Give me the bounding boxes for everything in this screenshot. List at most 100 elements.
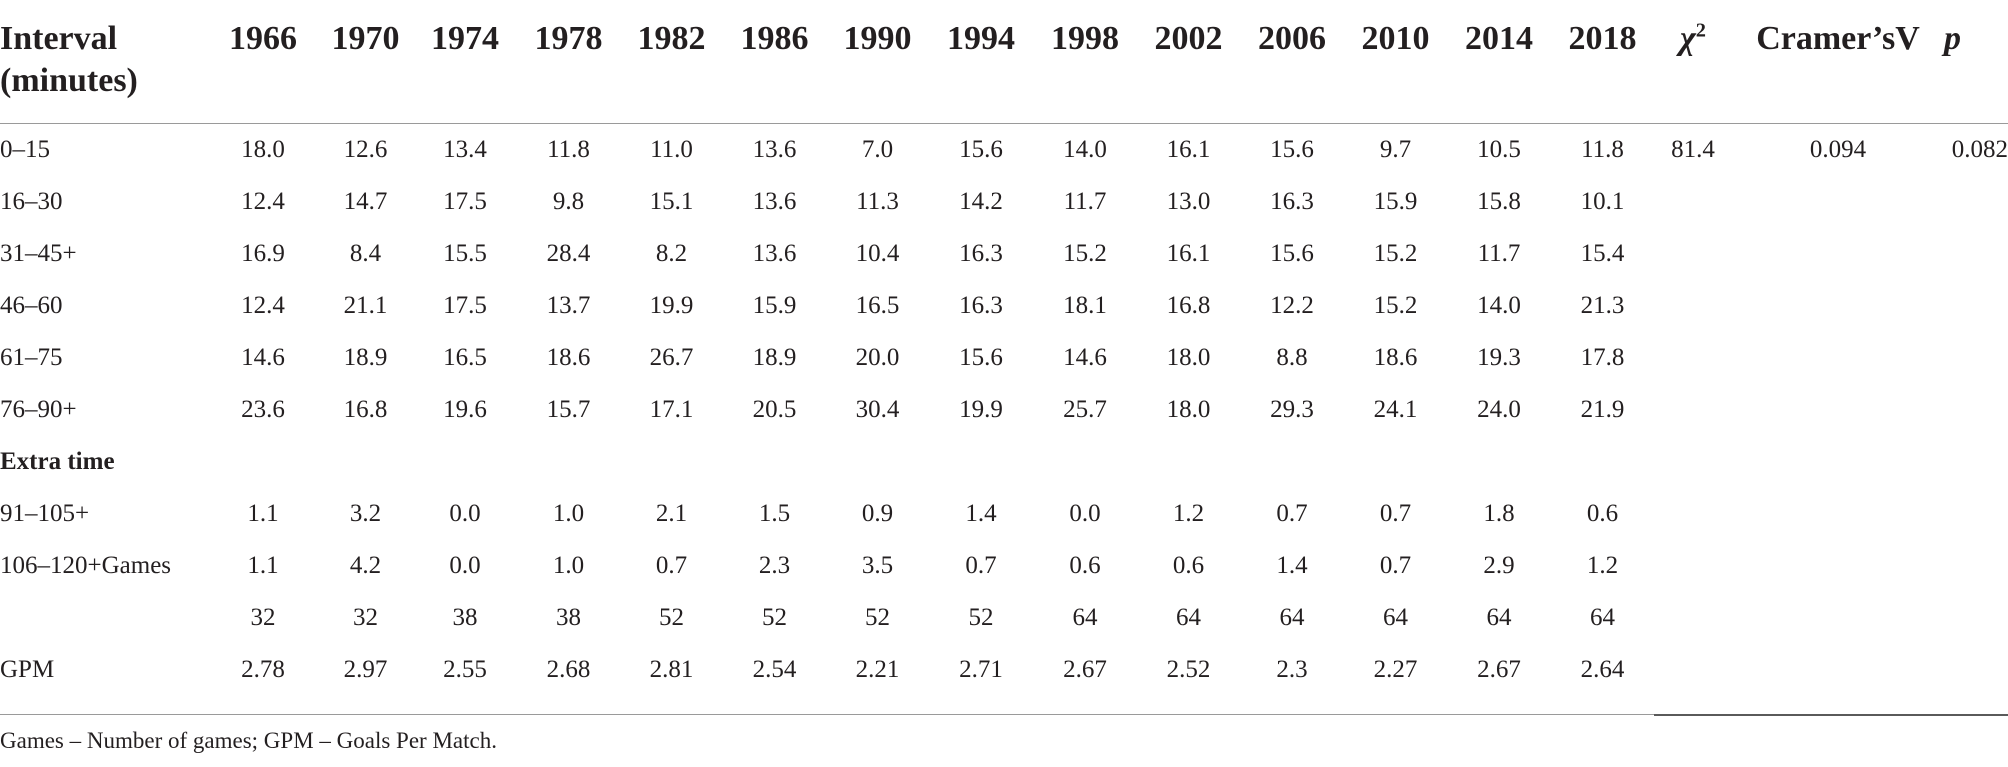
table-cell: 2.55 [443,655,487,683]
table-cell: 15.6 [1270,135,1314,163]
table-cell: 8.2 [655,239,688,267]
table-cell: 4.2 [349,551,382,579]
cramers-v-cell [1732,436,1944,488]
table-cell: 18.6 [1373,343,1418,371]
table-cell: 14.0 [1477,291,1521,319]
table-cell: 17.1 [649,395,694,423]
table-cell: 18.1 [1063,291,1107,319]
table-cell: 15.2 [1373,291,1418,319]
table-cell: 17.5 [443,291,487,319]
table-cell: 0.6 [1069,551,1101,579]
table-cell: 15.2 [1063,239,1107,267]
table-row: 61–75 14.6 18.9 16.5 18.6 26.7 18.9 20.0 15.6 14.… [0,332,2008,384]
row-label: 0–15 [0,135,50,163]
row-label: 106–120+Games [0,551,172,579]
table-cell: 13.6 [752,135,797,163]
table-cell: 13.6 [752,239,797,267]
table-cell: 18.0 [241,135,285,163]
table-cell: 18.9 [752,343,797,371]
chi-squared-cell [1654,280,1732,332]
table-cell: 2.97 [343,655,388,683]
table-cell: 16.9 [241,239,285,267]
table-cell: 19.6 [443,395,487,423]
table-cell: 0.0 [449,551,481,579]
table-cell: 16.1 [1166,135,1211,163]
table-cell: 2.64 [1580,655,1625,683]
row-label: Extra time [0,447,115,475]
table-cell: 2.3 [758,551,791,579]
table-cell: 11.0 [650,135,693,163]
table-cell: 2.67 [1063,655,1107,683]
table-cell: 2.1 [655,499,688,527]
table-cell: 15.1 [649,187,694,215]
table-cell: 1.0 [552,499,585,527]
table-cell: 1.4 [1276,551,1308,579]
table-cell: 17.8 [1580,343,1625,371]
table-cell: 24.1 [1373,395,1418,423]
table-cell: 64 [1486,603,1512,631]
header-year: 2010 [1361,20,1430,57]
table-cell: 2.71 [959,655,1003,683]
table-cell: 64 [1072,603,1098,631]
table-cell: 20.5 [752,395,797,423]
table-cell: 64 [1590,603,1615,631]
table-cell: 0.0 [449,499,481,527]
table-cell: 15.6 [959,135,1003,163]
table-cell: 10.5 [1477,135,1521,163]
header-p-value: p [1944,20,1961,57]
table-cell: 18.9 [343,343,388,371]
table-cell [517,436,620,488]
table-cell: 52 [968,603,994,631]
table-row: GPM 2.78 2.97 2.55 2.68 2.81 2.54 2.21 2.71 2.67 2… [0,644,2008,696]
header-year: 1970 [331,20,400,57]
p-value-cell [1944,280,2008,332]
table-row: 31–45+ 16.9 8.4 15.5 28.4 8.2 13.6 10.4 16.3 15.2… [0,228,2008,280]
chi-squared-cell [1654,644,1732,696]
table-cell: 0.7 [1379,551,1412,579]
table-cell [1447,436,1551,488]
table-cell: 13.7 [546,291,591,319]
cramers-v-cell [1732,488,1944,540]
table-cell: 10.1 [1580,187,1625,215]
table-cell: 2.9 [1483,551,1515,579]
table-cell: 2.78 [241,655,285,683]
table-cell: 15.2 [1373,239,1418,267]
row-label: 46–60 [0,291,63,319]
table-cell: 15.6 [1270,239,1314,267]
table-cell: 19.9 [649,291,694,319]
table-cell: 11.8 [547,135,590,163]
table-cell: 2.21 [855,655,900,683]
table-cell: 38 [452,603,478,631]
table-cell: 11.7 [1477,239,1521,267]
table-cell: 9.7 [1379,135,1412,163]
table-row: 91–105+ 1.1 3.2 0.0 1.0 2.1 1.5 0.9 1.4 0.0 1.2 0.7… [0,488,2008,540]
table-cell: 18.0 [1166,395,1211,423]
table-cell: 21.9 [1580,395,1625,423]
table-cell: 13.6 [752,187,797,215]
chi-superscript: 2 [1695,19,1706,42]
header-year: 1994 [947,20,1015,57]
chi-squared-cell [1654,384,1732,436]
table-cell: 0.9 [861,499,894,527]
bottom-rule-stats [1654,714,2008,716]
table-cell: 15.9 [752,291,797,319]
table-cell: 12.4 [241,187,285,215]
p-value-cell [1944,436,2008,488]
table-cell: 16.8 [1166,291,1211,319]
table-footnote: Games – Number of games; GPM – Goals Per… [0,728,497,753]
chi-squared-cell [1654,436,1732,488]
table-cell: 10.4 [855,239,900,267]
table-cell: 2.27 [1373,655,1418,683]
table-body: 0–15 18.0 12.6 13.4 11.8 11.0 13.6 7.0 15.6 14.0 1… [0,123,2008,696]
table-cell: 16.5 [443,343,487,371]
header-year: 1978 [534,20,603,57]
header-year: 2018 [1568,20,1637,57]
cramers-v-cell [1732,332,1944,384]
table-cell: 8.8 [1276,343,1308,371]
table-cell: 15.5 [443,239,487,267]
p-value-cell [1944,488,2008,540]
table-cell: 1.5 [758,499,791,527]
chi-squared-cell [1654,592,1732,644]
table-cell: 0.7 [1379,499,1412,527]
